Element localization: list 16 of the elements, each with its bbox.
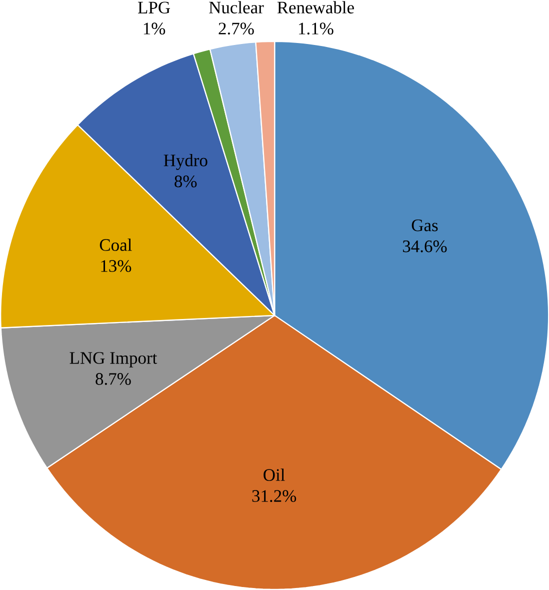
- slice-label: LPG: [138, 2, 170, 14]
- data-label: 2.7%: [218, 22, 254, 35]
- slice-label: Nuclear: [208, 1, 264, 14]
- slice-label: Oil: [264, 468, 285, 481]
- slice-label: Hydro: [164, 154, 208, 170]
- data-label: 8.7%: [96, 373, 131, 385]
- data-label: 34.6%: [402, 240, 447, 252]
- data-label: 31.2%: [252, 490, 296, 502]
- data-label: 1.1%: [298, 22, 334, 35]
- slice-label: Renewable: [277, 1, 354, 14]
- slice-label: Gas: [412, 220, 438, 232]
- slice-label: Coal: [100, 238, 132, 251]
- data-label: 13%: [101, 260, 132, 272]
- data-label: 1%: [144, 22, 165, 35]
- slice-label: LNG Import: [70, 352, 157, 368]
- data-label: 8%: [174, 176, 197, 188]
